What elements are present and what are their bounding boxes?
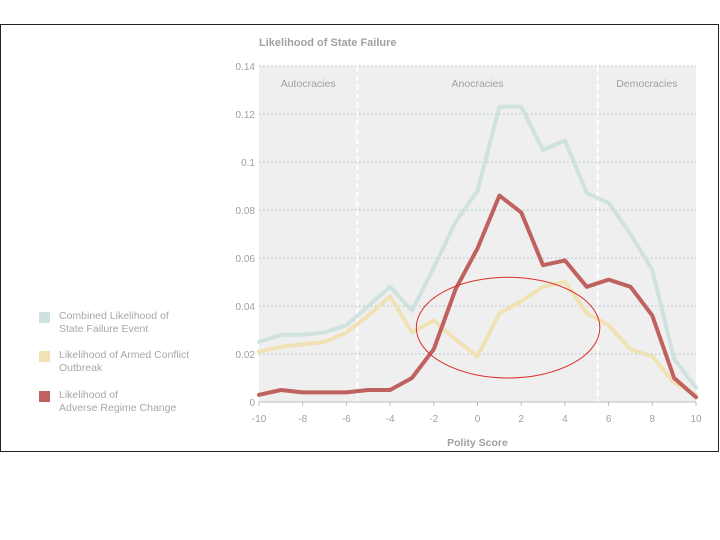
y-tick-label: 0.1: [241, 158, 255, 169]
x-tick-label: -10: [252, 414, 267, 425]
y-tick-label: 0.08: [236, 206, 256, 217]
x-tick-label: 10: [690, 414, 702, 425]
legend-label-line1: Combined Likelihood of: [59, 310, 169, 322]
chart-frame: Autocracies Anocracies Democracies 0 0.02 0.…: [0, 24, 719, 452]
x-tick-label: -6: [342, 414, 351, 425]
y-tick-label: 0.06: [236, 254, 256, 265]
x-axis-label: Polity Score: [447, 437, 508, 449]
x-tick-label: 8: [650, 414, 656, 425]
axes: 0 0.02 0.04 0.06 0.08 0.1 0.12 0.14 -10 -8 -6 -4 -2 0…: [236, 62, 702, 425]
legend-label-line2: Adverse Regime Change: [59, 402, 177, 414]
highlight-ellipse: [415, 276, 601, 379]
x-tick-label: 6: [606, 414, 612, 425]
series-line-1: [257, 280, 698, 397]
legend-swatch-combined: [39, 312, 50, 323]
region-label: Democracies: [616, 78, 677, 90]
y-tick-label: 0: [249, 398, 255, 409]
x-tick-label: 0: [475, 414, 481, 425]
legend-swatch-adverse-regime: [39, 391, 50, 402]
gridlines: [259, 65, 696, 355]
x-tick-label: -2: [429, 414, 438, 425]
legend-label-line1: Likelihood of: [59, 389, 118, 401]
region-label: Anocracies: [452, 78, 504, 90]
legend-label-line2: Outbreak: [59, 362, 103, 374]
y-tick-label: 0.02: [236, 350, 256, 361]
y-tick-label: 0.14: [236, 62, 256, 73]
legend-label-line1: Likelihood of Armed Conflict: [59, 349, 190, 361]
state-failure-chart: Autocracies Anocracies Democracies 0 0.02 0.…: [236, 37, 702, 449]
legend-label-line2: State Failure Event: [59, 323, 149, 335]
x-tick-label: 4: [562, 414, 568, 425]
x-tick-label: 2: [518, 414, 524, 425]
plot-background: [259, 66, 696, 402]
x-tick-label: -8: [298, 414, 307, 425]
annotation-layer: [415, 276, 601, 379]
series-line-0: [257, 104, 698, 390]
legend-swatch-armed-conflict: [39, 351, 50, 362]
x-tick-label: -4: [386, 414, 395, 425]
series-line-2: [257, 193, 698, 400]
y-tick-label: 0.12: [236, 110, 256, 121]
region-label: Autocracies: [281, 78, 336, 90]
series-layer: [257, 104, 698, 400]
chart-labels: Likelihood of State Failure Polity Score: [259, 37, 508, 449]
chart-title: Likelihood of State Failure: [259, 37, 397, 49]
region-dividers: Autocracies Anocracies Democracies: [281, 66, 677, 402]
y-tick-label: 0.04: [236, 302, 256, 313]
